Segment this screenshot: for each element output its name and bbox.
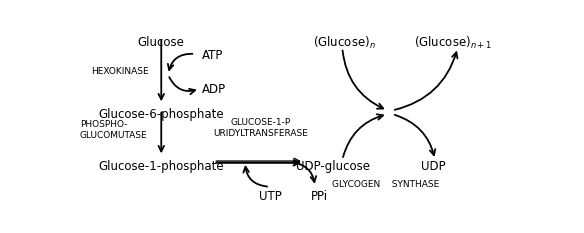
- Text: Glucose: Glucose: [138, 36, 185, 49]
- Text: GLUCOSE-1-P
URIDYLTRANSFERASE: GLUCOSE-1-P URIDYLTRANSFERASE: [213, 118, 308, 138]
- Text: GLYCOGEN    SYNTHASE: GLYCOGEN SYNTHASE: [332, 180, 439, 188]
- Text: ADP: ADP: [202, 83, 226, 96]
- Text: UTP: UTP: [259, 190, 281, 203]
- Text: PHOSPHO-
GLUCOMUTASE: PHOSPHO- GLUCOMUTASE: [80, 120, 147, 140]
- Text: Glucose-1-phosphate: Glucose-1-phosphate: [99, 160, 224, 173]
- Text: ATP: ATP: [202, 49, 223, 62]
- Text: (Glucose)$_{n+1}$: (Glucose)$_{n+1}$: [414, 35, 492, 51]
- Text: (Glucose)$_n$: (Glucose)$_n$: [313, 35, 376, 51]
- Text: UDP-glucose: UDP-glucose: [296, 160, 370, 173]
- Text: PPi: PPi: [311, 190, 328, 203]
- Text: Glucose-6-phosphate: Glucose-6-phosphate: [99, 108, 224, 121]
- Text: HEXOKINASE: HEXOKINASE: [91, 66, 149, 75]
- Text: UDP: UDP: [420, 160, 445, 173]
